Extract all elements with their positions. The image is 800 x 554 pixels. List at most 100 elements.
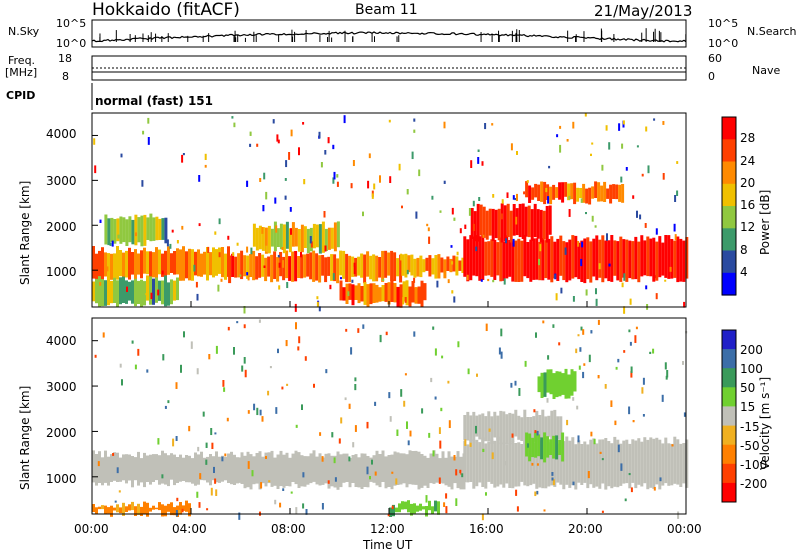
heatmap-speckle — [333, 457, 336, 464]
heatmap-speckle — [243, 306, 246, 314]
heatmap-cell — [224, 456, 227, 481]
heatmap-speckle — [205, 442, 208, 448]
heatmap-cell — [526, 242, 530, 279]
heatmap-speckle — [117, 234, 120, 239]
heatmap-speckle — [166, 239, 169, 247]
heatmap-cell — [484, 241, 488, 276]
heatmap-speckle — [469, 442, 472, 447]
xtick-6: 00:00 — [667, 522, 702, 536]
colorbar-tick-label: 20 — [740, 175, 756, 190]
heatmap-speckle — [309, 236, 312, 244]
heatmap-cell — [466, 411, 470, 441]
heatmap-cell — [258, 253, 262, 278]
heatmap-cell — [615, 184, 619, 200]
heatmap-cell — [431, 506, 434, 514]
heatmap-cell — [345, 283, 349, 304]
heatmap-cell — [318, 255, 322, 283]
heatmap-speckle — [634, 335, 637, 343]
heatmap-cell — [315, 456, 319, 485]
heatmap-cell — [592, 238, 596, 277]
freq-tick-top: 18 — [58, 52, 72, 65]
heatmap-speckle — [298, 336, 301, 344]
heatmap-cell — [521, 203, 525, 239]
heatmap-cell — [523, 441, 527, 486]
heatmap-cell — [640, 441, 644, 487]
heatmap-speckle — [512, 195, 515, 200]
heatmap-speckle — [385, 331, 388, 336]
heatmap-speckle — [94, 165, 97, 174]
heatmap-cell — [525, 432, 529, 457]
heatmap-speckle — [214, 231, 217, 235]
colorbar-tick-label: 200 — [740, 343, 763, 358]
heatmap-cell — [173, 251, 176, 275]
heatmap-cell — [601, 439, 605, 484]
heatmap-cell — [357, 283, 361, 304]
heatmap-cell — [676, 236, 680, 283]
heatmap-speckle — [275, 407, 278, 414]
heatmap-cell — [610, 235, 614, 282]
heatmap-speckle — [278, 262, 281, 268]
heatmap-speckle — [546, 398, 549, 403]
nave-tick-bottom: 0 — [708, 70, 715, 83]
heatmap-cell — [556, 443, 560, 483]
heatmap-speckle — [653, 118, 656, 121]
heatmap-cell — [137, 280, 140, 304]
heatmap-cell — [514, 443, 518, 487]
heatmap-cell — [546, 184, 550, 200]
heatmap-cell — [529, 439, 533, 486]
heatmap-speckle — [535, 332, 537, 338]
heatmap-speckle — [208, 354, 211, 360]
heatmap-speckle — [246, 272, 249, 276]
heatmap-speckle — [445, 506, 448, 514]
heatmap-speckle — [644, 223, 647, 228]
heatmap-cell — [387, 252, 391, 276]
heatmap-cell — [161, 450, 164, 484]
heatmap-cell — [574, 444, 578, 490]
heatmap-cell — [297, 229, 301, 252]
heatmap-cell — [128, 504, 131, 511]
heatmap-speckle — [302, 503, 305, 509]
heatmap-speckle — [407, 440, 410, 446]
heatmap-speckle — [274, 197, 277, 204]
heatmap-speckle — [597, 319, 600, 325]
heatmap-cell — [604, 438, 608, 490]
heatmap-speckle — [431, 195, 434, 200]
heatmap-speckle — [676, 161, 679, 164]
heatmap-cell — [249, 254, 253, 277]
heatmap-speckle — [487, 278, 490, 282]
heatmap-cell — [348, 458, 352, 488]
heatmap-cell — [164, 453, 167, 485]
heatmap-speckle — [621, 143, 624, 149]
heatmap-speckle — [536, 490, 539, 495]
heatmap-cell — [101, 247, 104, 281]
heatmap-speckle — [406, 421, 408, 429]
colorbar-segment — [722, 161, 736, 185]
nave-label: Nave — [752, 64, 781, 77]
heatmap-speckle — [580, 258, 583, 267]
heatmap-speckle — [459, 469, 462, 475]
heatmap-speckle — [492, 194, 495, 198]
heatmap-speckle — [290, 228, 292, 235]
heatmap-speckle — [313, 383, 315, 388]
heatmap-speckle — [222, 380, 225, 387]
colorbar-tick-label: 28 — [740, 131, 756, 146]
heatmap-speckle — [601, 458, 604, 461]
heatmap-cell — [520, 444, 524, 482]
heatmap-cell — [402, 453, 406, 484]
heatmap-speckle — [628, 406, 631, 415]
heatmap-speckle — [137, 348, 140, 356]
heatmap-speckle — [398, 163, 401, 171]
heatmap-speckle — [204, 164, 207, 168]
heatmap-cell — [101, 457, 104, 486]
heatmap-cell — [158, 218, 162, 240]
heatmap-speckle — [542, 320, 545, 324]
heatmap-cell — [404, 253, 408, 278]
heatmap-cell — [453, 456, 457, 484]
heatmap-cell — [673, 436, 677, 484]
heatmap-speckle — [353, 262, 356, 267]
heatmap-speckle — [329, 284, 332, 290]
heatmap-cell — [565, 436, 569, 485]
heatmap-speckle — [472, 200, 475, 207]
heatmap-cell — [294, 251, 298, 282]
heatmap-cell — [152, 454, 155, 482]
